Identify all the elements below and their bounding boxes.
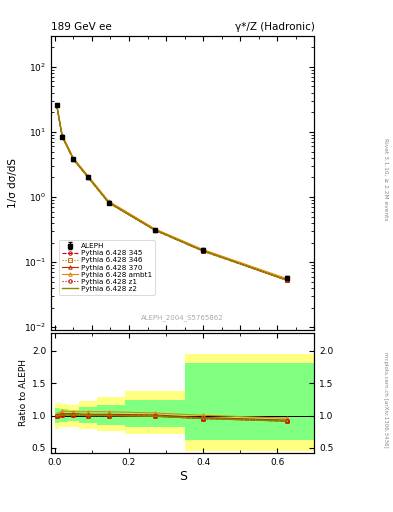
Text: ALEPH_2004_S5765862: ALEPH_2004_S5765862	[141, 315, 224, 322]
Pythia 6.428 z1	[284, 277, 289, 283]
Pythia 6.428 346	[284, 277, 289, 283]
Pythia 6.428 z1	[60, 134, 64, 140]
Pythia 6.428 z2	[71, 156, 76, 162]
Pythia 6.428 370	[201, 247, 206, 253]
Pythia 6.428 ambt1	[71, 155, 76, 161]
Text: Rivet 3.1.10, ≥ 2.2M events: Rivet 3.1.10, ≥ 2.2M events	[383, 138, 388, 221]
Pythia 6.428 ambt1	[201, 246, 206, 252]
Y-axis label: 1/σ dσ/dS: 1/σ dσ/dS	[8, 158, 18, 208]
Text: 189 GeV ee: 189 GeV ee	[51, 23, 112, 32]
Pythia 6.428 z2	[201, 248, 206, 254]
Pythia 6.428 370	[60, 133, 64, 139]
Pythia 6.428 z1	[152, 227, 157, 233]
Text: mcplots.cern.ch [arXiv:1306.3436]: mcplots.cern.ch [arXiv:1306.3436]	[383, 352, 388, 447]
Pythia 6.428 z1	[54, 102, 59, 108]
Pythia 6.428 ambt1	[54, 101, 59, 107]
Pythia 6.428 ambt1	[284, 275, 289, 282]
Pythia 6.428 ambt1	[152, 226, 157, 232]
Pythia 6.428 345	[106, 200, 111, 206]
Pythia 6.428 z1	[106, 200, 111, 206]
Pythia 6.428 z1	[201, 248, 206, 254]
Pythia 6.428 345	[71, 156, 76, 162]
Pythia 6.428 z2	[152, 227, 157, 233]
X-axis label: S: S	[179, 470, 187, 483]
Pythia 6.428 346	[201, 248, 206, 254]
Pythia 6.428 346	[152, 227, 157, 233]
Legend: ALEPH, Pythia 6.428 345, Pythia 6.428 346, Pythia 6.428 370, Pythia 6.428 ambt1,: ALEPH, Pythia 6.428 345, Pythia 6.428 34…	[59, 240, 155, 295]
Pythia 6.428 345	[152, 227, 157, 233]
Pythia 6.428 345	[54, 102, 59, 108]
Pythia 6.428 346	[60, 134, 64, 140]
Pythia 6.428 z2	[54, 102, 59, 108]
Pythia 6.428 346	[86, 175, 90, 181]
Text: γ*/Z (Hadronic): γ*/Z (Hadronic)	[235, 23, 314, 32]
Pythia 6.428 345	[86, 175, 90, 181]
Pythia 6.428 370	[106, 199, 111, 205]
Pythia 6.428 370	[152, 227, 157, 233]
Pythia 6.428 370	[86, 174, 90, 180]
Line: Pythia 6.428 ambt1: Pythia 6.428 ambt1	[55, 102, 288, 280]
Pythia 6.428 ambt1	[86, 173, 90, 179]
Pythia 6.428 370	[71, 156, 76, 162]
Line: Pythia 6.428 z1: Pythia 6.428 z1	[55, 103, 288, 282]
Pythia 6.428 345	[60, 134, 64, 140]
Pythia 6.428 345	[284, 277, 289, 283]
Y-axis label: Ratio to ALEPH: Ratio to ALEPH	[19, 359, 28, 426]
Pythia 6.428 346	[71, 156, 76, 162]
Pythia 6.428 z2	[86, 175, 90, 181]
Line: Pythia 6.428 346: Pythia 6.428 346	[55, 103, 288, 282]
Pythia 6.428 346	[54, 102, 59, 108]
Pythia 6.428 z2	[106, 200, 111, 206]
Pythia 6.428 370	[284, 276, 289, 283]
Pythia 6.428 z1	[71, 156, 76, 162]
Line: Pythia 6.428 z2: Pythia 6.428 z2	[57, 105, 286, 280]
Line: Pythia 6.428 370: Pythia 6.428 370	[55, 103, 288, 281]
Pythia 6.428 370	[54, 101, 59, 108]
Pythia 6.428 z1	[86, 175, 90, 181]
Pythia 6.428 ambt1	[106, 198, 111, 204]
Pythia 6.428 ambt1	[60, 132, 64, 138]
Pythia 6.428 346	[106, 200, 111, 206]
Line: Pythia 6.428 345: Pythia 6.428 345	[55, 103, 288, 282]
Pythia 6.428 z2	[284, 277, 289, 283]
Pythia 6.428 z2	[60, 134, 64, 140]
Pythia 6.428 345	[201, 248, 206, 254]
